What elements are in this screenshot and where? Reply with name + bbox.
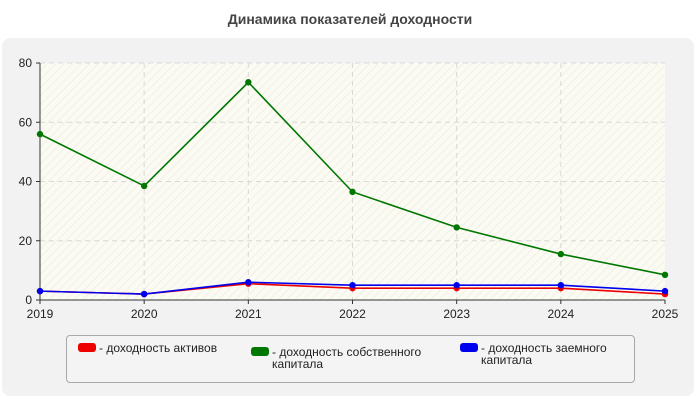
x-tick-label: 2021 bbox=[235, 307, 262, 321]
data-point-2 bbox=[453, 281, 460, 289]
data-point-1 bbox=[245, 79, 252, 86]
data-point-1 bbox=[661, 271, 669, 279]
data-point-1 bbox=[453, 224, 460, 231]
legend-label-equity: - доходность собственного капитала bbox=[272, 345, 422, 371]
y-tick-label: 20 bbox=[19, 234, 33, 248]
y-tick-label: 0 bbox=[25, 293, 32, 307]
data-point-2 bbox=[36, 287, 44, 295]
data-point-2 bbox=[661, 287, 669, 295]
x-tick-label: 2025 bbox=[652, 307, 679, 321]
legend-item-debt: - доходность заемного капитала bbox=[460, 342, 607, 366]
legend-item-assets: - доходность активов bbox=[78, 342, 217, 354]
legend-label-assets: - доходность активов bbox=[99, 341, 218, 355]
legend-swatch-assets bbox=[78, 343, 96, 352]
x-tick-label: 2019 bbox=[27, 307, 54, 321]
data-point-2 bbox=[140, 290, 148, 298]
data-point-1 bbox=[140, 182, 148, 190]
y-tick-label: 40 bbox=[19, 175, 33, 189]
legend-swatch-debt bbox=[460, 343, 478, 352]
legend-swatch-equity bbox=[251, 347, 269, 356]
data-point-2 bbox=[245, 279, 252, 286]
y-tick-label: 80 bbox=[19, 56, 33, 70]
data-point-1 bbox=[36, 130, 44, 138]
x-tick-label: 2020 bbox=[131, 307, 158, 321]
y-tick-label: 60 bbox=[19, 115, 33, 129]
data-point-1 bbox=[557, 250, 565, 258]
legend: - доходность активов - доходность собств… bbox=[66, 335, 635, 383]
x-tick-label: 2022 bbox=[339, 307, 366, 321]
legend-label-debt: - доходность заемного капитала bbox=[481, 341, 607, 367]
legend-item-equity: - доходность собственного капитала bbox=[251, 346, 421, 370]
x-tick-label: 2023 bbox=[443, 307, 470, 321]
x-tick-label: 2024 bbox=[547, 307, 574, 321]
chart-title: Динамика показателей доходности bbox=[227, 11, 473, 27]
data-point-2 bbox=[349, 281, 356, 289]
data-point-2 bbox=[557, 281, 565, 289]
data-point-1 bbox=[349, 188, 356, 196]
